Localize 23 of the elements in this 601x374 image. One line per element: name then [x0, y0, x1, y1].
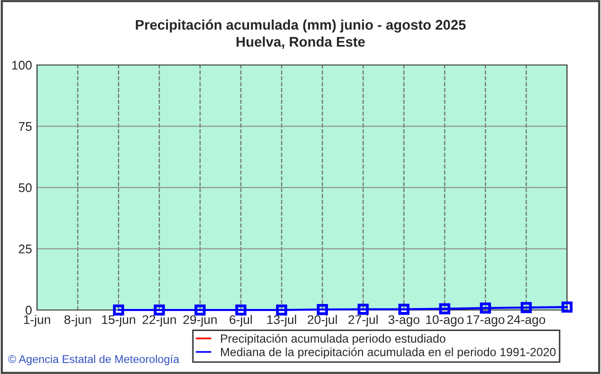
y-tick-label: 100 [12, 60, 32, 70]
x-tick-label: 27-jul [348, 314, 378, 327]
x-tick-label: 13-jul [267, 314, 296, 327]
y-tick-label: 50 [18, 183, 32, 192]
x-tick-label: 6-jul [230, 314, 252, 327]
x-tick-label: 1-jun [24, 314, 50, 327]
text: © Agencia Estatal de Meteorología [8, 354, 180, 366]
chart-title: Precipitación acumulada (mm) junio - agosto 2025 [136, 19, 466, 33]
x-tick-label: 15-jun [102, 314, 136, 327]
legend-label: Mediana de la precipitación acumulada en el periodo 1991-2020 [221, 347, 556, 359]
chart-subtitle: Huelva, Ronda Este [236, 36, 365, 49]
x-tick-label: 22-jun [142, 314, 176, 327]
y-tick-label: 75 [18, 122, 32, 131]
x-tick-label: 10-ago [426, 315, 464, 327]
x-tick-label: 17-ago [466, 315, 504, 327]
legend-label: Precipitación acumulada periodo estudiado [221, 334, 446, 346]
x-tick-label: 24-ago [507, 315, 546, 327]
y-tick-label: 25 [18, 244, 32, 254]
x-tick-label: 8-jun [64, 314, 91, 327]
y-tick-label: 0 [26, 306, 32, 315]
x-tick-label: 29-jun [183, 314, 217, 327]
x-tick-label: 20-jul [308, 314, 337, 327]
x-tick-label: 3-ago [388, 315, 420, 327]
